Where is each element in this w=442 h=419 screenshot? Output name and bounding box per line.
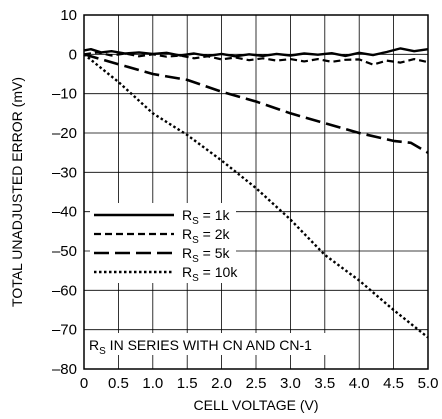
annotation-background bbox=[86, 333, 326, 355]
y-tick-label: –30 bbox=[52, 164, 77, 181]
annotation: RS IN SERIES WITH CN AND CN-1 bbox=[86, 333, 326, 357]
legend-label-1: RS = 1k bbox=[182, 207, 231, 227]
y-tick-labels: 10 0 –10 –20 –30 –40 –50 –60 –70 –80 bbox=[52, 7, 77, 378]
series-line-3 bbox=[83, 53, 429, 154]
x-tick-label: 5.0 bbox=[418, 375, 439, 392]
y-tick-label: –10 bbox=[52, 86, 77, 103]
y-tick-label: –70 bbox=[52, 322, 77, 339]
x-tick-label: 1.0 bbox=[142, 375, 163, 392]
x-tick-label: 2.0 bbox=[211, 375, 232, 392]
y-tick-label: 0 bbox=[69, 46, 77, 63]
series-line-4 bbox=[83, 53, 429, 339]
legend-label-4: RS = 10k bbox=[182, 264, 238, 284]
y-tick-label: –40 bbox=[52, 204, 77, 221]
series-line-1 bbox=[83, 47, 429, 58]
legend-background bbox=[90, 203, 236, 283]
legend-label-3: RS = 5k bbox=[182, 245, 231, 265]
x-tick-label: 3.0 bbox=[280, 375, 301, 392]
y-tick-label: –80 bbox=[52, 361, 77, 378]
x-tick-label: 2.5 bbox=[246, 375, 267, 392]
y-tick-label: –50 bbox=[52, 243, 77, 260]
series-layer bbox=[83, 47, 429, 339]
series-line-2 bbox=[83, 51, 429, 66]
annotation-text: RS IN SERIES WITH CN AND CN-1 bbox=[89, 337, 312, 357]
x-tick-labels: 0 0.5 1.0 1.5 2.0 2.5 3.0 3.5 4.0 4.5 5.0 bbox=[80, 375, 439, 392]
y-tick-label: 10 bbox=[60, 7, 77, 24]
y-axis-label: TOTAL UNADJUSTED ERROR (mV) bbox=[9, 77, 25, 307]
x-tick-label: 0.5 bbox=[108, 375, 129, 392]
x-axis-label: CELL VOLTAGE (V) bbox=[194, 397, 319, 413]
y-tick-label: –60 bbox=[52, 282, 77, 299]
plot-frame bbox=[83, 14, 429, 370]
x-tick-label: 4.0 bbox=[349, 375, 370, 392]
y-tick-label: –20 bbox=[52, 125, 77, 142]
x-tick-label: 0 bbox=[80, 375, 88, 392]
x-tick-label: 1.5 bbox=[177, 375, 198, 392]
x-tick-label: 4.5 bbox=[383, 375, 404, 392]
legend-label-2: RS = 2k bbox=[182, 226, 231, 246]
x-tick-label: 3.5 bbox=[314, 375, 335, 392]
